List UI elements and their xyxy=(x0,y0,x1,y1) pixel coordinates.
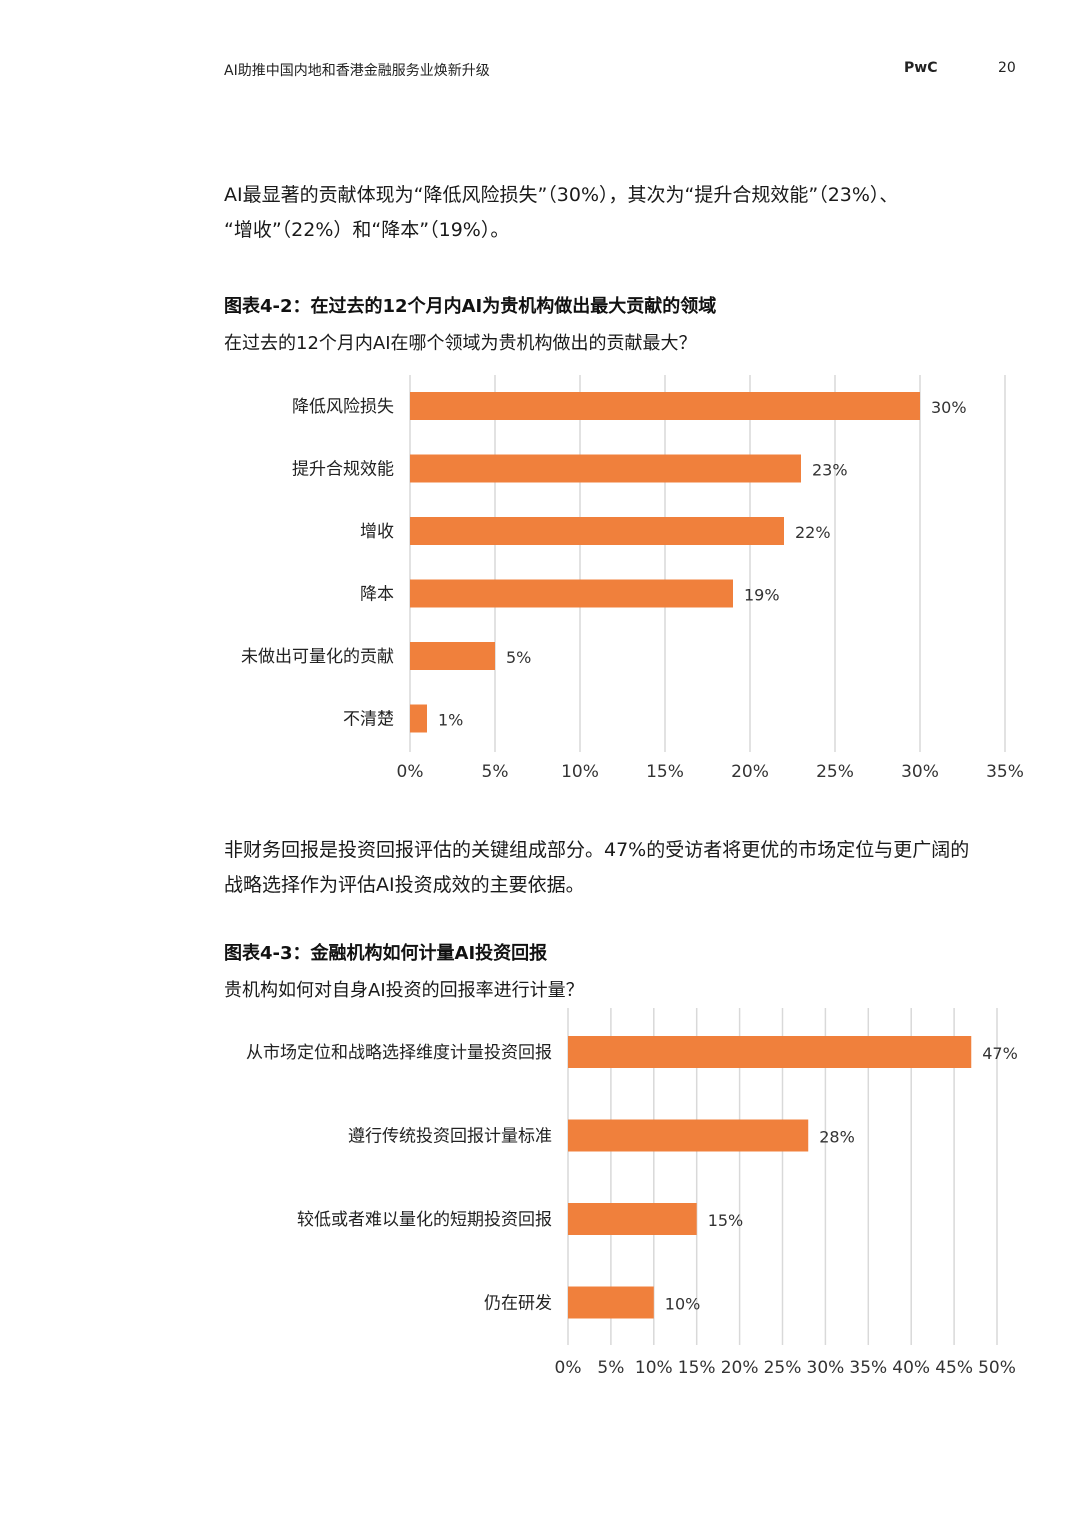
x-tick-label: 5% xyxy=(482,762,509,782)
x-tick-label: 50% xyxy=(978,1358,1016,1378)
bar xyxy=(410,454,801,483)
roi-paragraph: 非财务回报是投资回报评估的关键组成部分。47%的受访者将更优的市场定位与更广阔的… xyxy=(224,833,1024,903)
category-label: 遵行传统投资回报计量标准 xyxy=(348,1127,552,1147)
data-label: 15% xyxy=(708,1211,744,1230)
x-tick-label: 25% xyxy=(816,762,854,782)
data-label: 19% xyxy=(744,586,780,605)
category-label: 仍在研发 xyxy=(484,1294,552,1314)
x-tick-label: 15% xyxy=(646,762,684,782)
bar xyxy=(568,1119,809,1152)
x-tick-label: 20% xyxy=(731,762,769,782)
x-tick-label: 25% xyxy=(764,1358,802,1378)
x-tick-label: 35% xyxy=(849,1358,887,1378)
data-label: 22% xyxy=(795,523,831,542)
figure-2-subtitle: 贵机构如何对自身AI投资的回报率进行计量？ xyxy=(224,980,584,1001)
paragraph-line: “增收”（22%）和“降本”（19%）。 xyxy=(224,219,510,241)
brand-logo-text: PwC xyxy=(904,60,938,76)
bar xyxy=(410,642,495,670)
data-label: 47% xyxy=(982,1044,1018,1063)
category-label: 提升合规效能 xyxy=(292,460,394,480)
paragraph-line: 非财务回报是投资回报评估的关键组成部分。47%的受访者将更优的市场定位与更广阔的 xyxy=(224,839,970,861)
x-tick-label: 10% xyxy=(561,762,599,782)
roi-measurement-bar-chart: 0% 5% 10% 15% 20% 25% 30% 35% 40% 45% 50%从市场定位和战略选… xyxy=(246,1008,1018,1378)
data-label: 23% xyxy=(812,461,848,480)
x-tick-label: 0% xyxy=(555,1358,582,1378)
bar xyxy=(568,1203,697,1235)
x-tick-label: 5% xyxy=(597,1358,624,1378)
paragraph-line: AI最显著的贡献体现为“降低风险损失”（30%），其次为“提升合规效能”（23%… xyxy=(224,184,899,206)
x-tick-label: 0% xyxy=(397,762,424,782)
bar xyxy=(568,1036,972,1068)
figure-1-title: 图表4-2：在过去的12个月内AI为贵机构做出最大贡献的领域 xyxy=(224,296,717,317)
intro-paragraph: AI最显著的贡献体现为“降低风险损失”（30%），其次为“提升合规效能”（23%… xyxy=(224,178,1024,248)
bar xyxy=(410,704,427,733)
data-label: 28% xyxy=(819,1128,855,1147)
data-label: 30% xyxy=(931,398,967,417)
contribution-area-bar-chart: 0% 5% 10% 15% 20% 25% 30% 35% 降低风险损失 30% 提升合规效能 23%… xyxy=(241,375,1024,782)
x-tick-label: 10% xyxy=(635,1358,673,1378)
category-label: 未做出可量化的贡献 xyxy=(241,647,394,667)
bar xyxy=(410,392,920,420)
page-number: 20 xyxy=(998,60,1016,76)
category-label: 增收 xyxy=(360,522,394,542)
category-label: 从市场定位和战略选择维度计量投资回报 xyxy=(246,1043,552,1063)
x-tick-label: 35% xyxy=(986,762,1024,782)
document-header-title: AI助推中国内地和香港金融服务业焕新升级 xyxy=(224,63,490,79)
data-label: 5% xyxy=(506,648,531,667)
category-label: 降本 xyxy=(360,585,394,605)
x-tick-label: 40% xyxy=(892,1358,930,1378)
category-label: 降低风险损失 xyxy=(292,397,394,417)
paragraph-line: 战略选择作为评估AI投资成效的主要依据。 xyxy=(224,874,585,896)
data-label: 10% xyxy=(665,1295,701,1314)
category-label: 不清楚 xyxy=(343,710,394,730)
category-label: 较低或者难以量化的短期投资回报 xyxy=(297,1210,552,1230)
figure-2-title: 图表4-3：金融机构如何计量AI投资回报 xyxy=(224,943,548,964)
data-label: 1% xyxy=(438,711,463,730)
x-tick-label: 30% xyxy=(807,1358,845,1378)
figure-1-subtitle: 在过去的12个月内AI在哪个领域为贵机构做出的贡献最大？ xyxy=(224,333,697,354)
x-tick-label: 15% xyxy=(678,1358,716,1378)
bar xyxy=(410,579,733,608)
bar xyxy=(568,1286,654,1319)
bar xyxy=(410,517,784,545)
x-tick-label: 20% xyxy=(721,1358,759,1378)
x-tick-label: 30% xyxy=(901,762,939,782)
x-tick-label: 45% xyxy=(935,1358,973,1378)
